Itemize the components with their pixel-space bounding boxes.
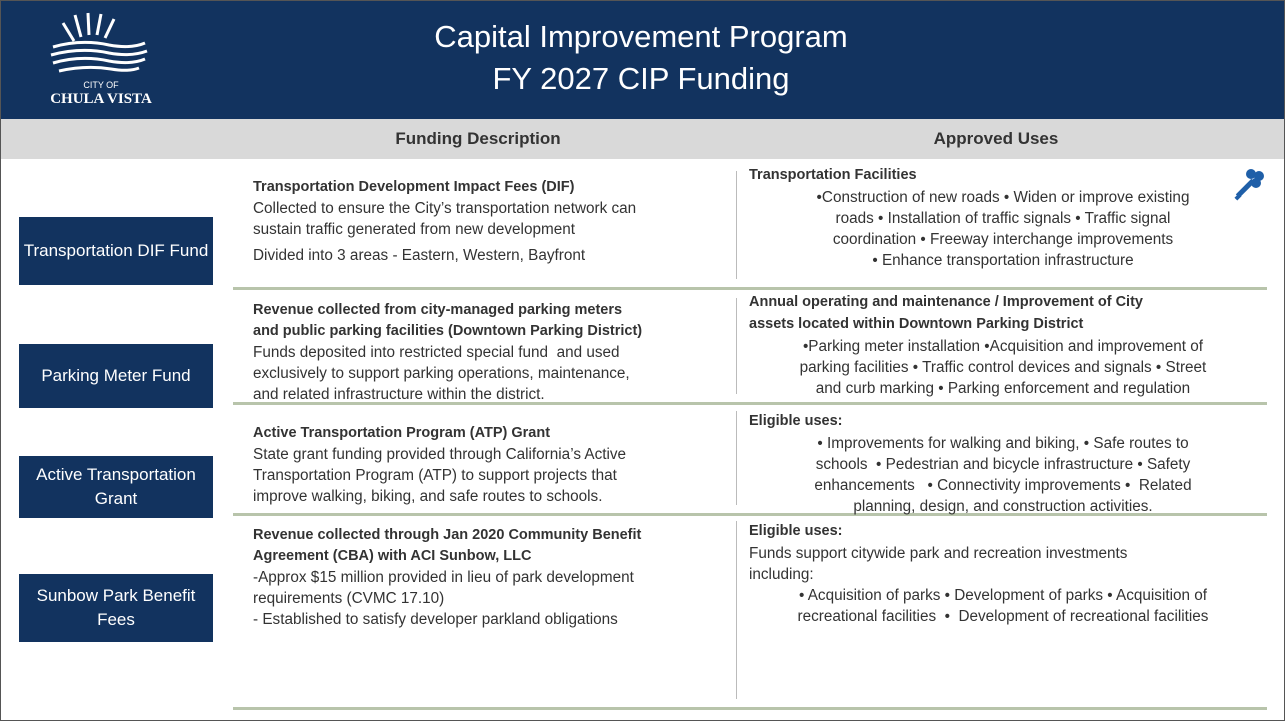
uses-line: •Construction of new roads • Widen or im…	[816, 189, 1190, 206]
row-separator	[233, 513, 1267, 516]
row-separator	[233, 707, 1267, 710]
description-line: -Approx $15 million provided in lieu of …	[253, 569, 634, 586]
uses-line: • Acquisition of parks • Development of …	[798, 587, 1208, 604]
fund-label: Transportation DIF Fund	[19, 217, 213, 285]
uses-line: parking facilities • Traffic control dev…	[799, 359, 1207, 376]
uses-line: coordination • Freeway interchange impro…	[832, 231, 1174, 248]
description-heading: Agreement (CBA) with ACI Sunbow, LLC	[253, 548, 532, 564]
uses-heading: Annual operating and maintenance / Impro…	[749, 294, 1143, 310]
description-line: sustain traffic generated from new devel…	[253, 221, 575, 238]
uses-line: recreational facilities • Development of…	[797, 608, 1209, 625]
description-heading: and public parking facilities (Downtown …	[253, 323, 643, 339]
uses-line: •Parking meter installation •Acquisition…	[802, 338, 1204, 355]
description-line: requirements (CVMC 17.10)	[253, 590, 445, 607]
uses-line: enhancements • Connectivity improvements…	[814, 477, 1192, 494]
logo: CITY OF CHULA VISTA	[50, 12, 152, 107]
column-header-bar	[1, 119, 1284, 159]
uses-heading: Eligible uses:	[749, 413, 843, 429]
uses-heading: assets located within Downtown Parking D…	[749, 316, 1084, 332]
column-header: Approved Uses	[933, 129, 1059, 148]
title-line: FY 2027 CIP Funding	[492, 61, 790, 96]
uses-heading: Eligible uses:	[749, 523, 843, 539]
description-line: and related infrastructure within the di…	[253, 386, 545, 403]
logo-line2: CHULA VISTA	[50, 91, 152, 107]
description-line: Funds deposited into restricted special …	[253, 344, 620, 361]
logo-line1: CITY OF	[83, 80, 119, 90]
key-icon	[1234, 169, 1264, 201]
fund-label: Active Transportation Grant	[19, 456, 213, 518]
uses-intro: including:	[749, 566, 814, 583]
column-divider	[736, 171, 737, 279]
row-separator	[233, 287, 1267, 290]
description-line: exclusively to support parking operation…	[253, 365, 630, 382]
row-separator	[233, 402, 1267, 405]
uses-line: and curb marking • Parking enforcement a…	[815, 380, 1191, 397]
uses-heading: Transportation Facilities	[749, 167, 917, 183]
description-line: - Established to satisfy developer parkl…	[253, 611, 618, 628]
uses-line: • Enhance transportation infrastructure	[872, 252, 1134, 269]
column-divider	[736, 411, 737, 505]
description-heading: Revenue collected through Jan 2020 Commu…	[253, 527, 642, 543]
description-heading: Revenue collected from city-managed park…	[253, 302, 623, 318]
uses-line: roads • Installation of traffic signals …	[835, 210, 1171, 227]
description-line: improve walking, biking, and safe routes…	[253, 488, 603, 505]
title-line: Capital Improvement Program	[434, 19, 848, 54]
uses-line: planning, design, and construction activ…	[853, 498, 1153, 515]
description-heading: Active Transportation Program (ATP) Gran…	[253, 425, 551, 441]
fund-label: Sunbow Park Benefit Fees	[19, 574, 213, 642]
description-heading: Transportation Development Impact Fees (…	[253, 179, 575, 195]
description-line: State grant funding provided through Cal…	[253, 446, 627, 463]
column-header: Funding Description	[395, 129, 561, 148]
column-divider	[736, 298, 737, 394]
uses-line: • Improvements for walking and biking, •…	[817, 435, 1189, 452]
fund-label: Parking Meter Fund	[19, 344, 213, 408]
description-line: Transportation Program (ATP) to support …	[253, 467, 617, 484]
description-line: Collected to ensure the City’s transport…	[253, 200, 637, 217]
header-band	[1, 1, 1284, 119]
column-divider	[736, 521, 737, 699]
uses-line: schools • Pedestrian and bicycle infrast…	[815, 456, 1191, 473]
description-line: Divided into 3 areas - Eastern, Western,…	[253, 247, 586, 264]
uses-intro: Funds support citywide park and recreati…	[749, 545, 1128, 562]
